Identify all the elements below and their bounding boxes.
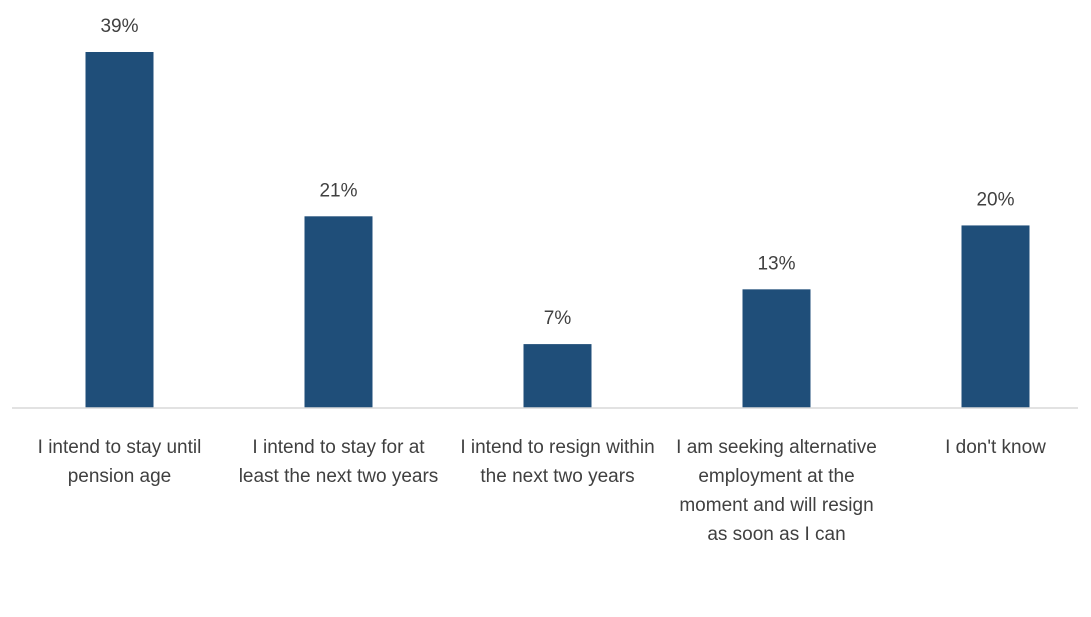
data-label: 13% <box>757 253 795 274</box>
x-tick-label: I intend to stay until pension age <box>38 437 202 487</box>
data-label: 7% <box>544 308 572 329</box>
data-label: 20% <box>976 189 1014 210</box>
bar <box>961 225 1030 408</box>
bar <box>85 52 154 408</box>
bar <box>304 216 373 408</box>
x-tick-label: I don't know <box>945 437 1046 458</box>
x-tick-label: I intend to stay for at least the next tw… <box>239 437 439 487</box>
x-tick-label: I intend to resign within the next two ye… <box>460 437 654 487</box>
data-label: 39% <box>100 16 138 37</box>
bar <box>742 289 811 408</box>
data-label: 21% <box>319 180 357 201</box>
bar <box>523 344 592 408</box>
x-tick-label: I am seeking alternative employment at th… <box>676 437 877 545</box>
